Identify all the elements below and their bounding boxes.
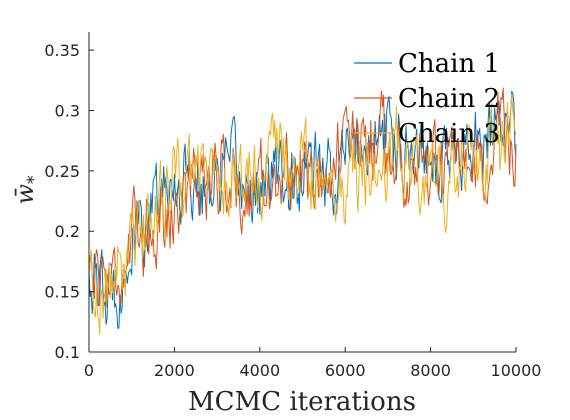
x-tick-label: 2000: [154, 361, 195, 380]
chain-2-legend-label: Chain 2: [398, 84, 500, 114]
chain-2-line: [88, 87, 517, 308]
y-tick-label: 0.2: [55, 222, 80, 241]
x-axis-label: MCMC iterations: [188, 387, 416, 417]
svg-text:w̄*: w̄*: [11, 175, 44, 205]
y-tick-label: 0.35: [44, 41, 80, 60]
chain-1-legend-label: Chain 1: [398, 49, 500, 79]
y-axis-label-subscript: *: [24, 175, 44, 184]
x-tick-label: 8000: [410, 361, 451, 380]
y-axis-label: w̄: [11, 184, 39, 205]
x-ticks: 0 2000 4000 6000 8000 10000: [84, 347, 542, 380]
x-tick-label: 6000: [325, 361, 366, 380]
chain-1-line: [88, 90, 517, 329]
y-ticks: 0.1 0.15 0.2 0.25 0.3 0.35: [44, 41, 94, 362]
chain-3-legend-label: Chain 3: [398, 119, 500, 149]
y-tick-label: 0.1: [55, 343, 80, 362]
x-tick-label: 10000: [491, 361, 542, 380]
x-tick-label: 0: [84, 361, 94, 380]
y-tick-label: 0.15: [44, 283, 80, 302]
plot-area: [88, 87, 517, 335]
y-tick-label: 0.3: [55, 101, 80, 120]
legend: Chain 1 Chain 2 Chain 3: [354, 49, 500, 149]
chain-3-line: [88, 93, 517, 335]
series-layer: [88, 87, 517, 335]
x-tick-label: 4000: [239, 361, 280, 380]
y-tick-label: 0.25: [44, 162, 80, 181]
y-axis-label-group: w̄*: [11, 175, 44, 205]
